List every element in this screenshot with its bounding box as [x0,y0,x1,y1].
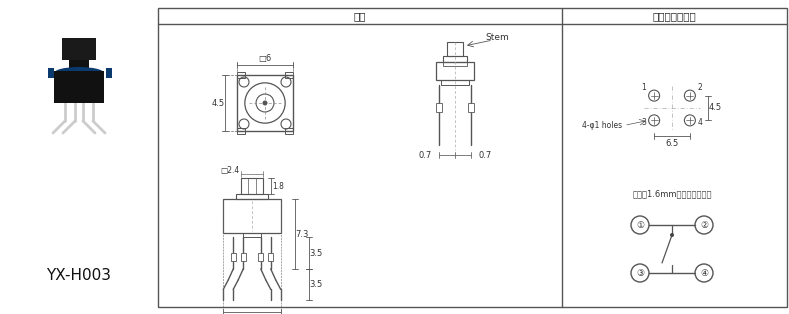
Bar [222,199,281,233]
Ellipse shape [54,67,104,79]
Bar [243,233,261,237]
Text: 3.5: 3.5 [309,280,323,289]
Text: 6.5: 6.5 [665,139,679,148]
Text: 0.7: 0.7 [418,150,432,160]
Text: ④: ④ [700,268,708,278]
Text: 0.7: 0.7 [478,150,492,160]
Bar [268,253,273,261]
Text: 尺寸: 尺寸 [353,11,366,21]
Bar [436,103,442,112]
Text: □2.4: □2.4 [220,166,239,176]
Bar [158,8,787,307]
Bar [241,253,245,261]
Bar [468,103,474,112]
Bar [237,72,245,78]
Bar [285,72,293,78]
Text: 7.3: 7.3 [296,230,309,239]
Bar [54,71,104,103]
Text: YX-H003: YX-H003 [47,268,111,283]
Bar [236,194,268,199]
Text: 3: 3 [641,118,646,127]
Text: 4: 4 [698,118,703,127]
Text: 4.5: 4.5 [709,104,721,112]
Bar [285,128,293,134]
Bar [441,80,469,85]
Bar [230,253,236,261]
Text: ②: ② [700,220,708,230]
Text: ①: ① [636,220,644,230]
Text: 安装图及电路图: 安装图及电路图 [653,11,697,21]
Text: 2: 2 [698,83,703,92]
Text: Stem: Stem [485,34,509,42]
Bar [106,68,112,78]
Bar [62,38,96,60]
Bar [237,128,245,134]
Circle shape [670,233,674,237]
Bar [443,62,467,66]
Bar [258,253,264,261]
Bar [69,60,89,68]
Text: □6: □6 [258,53,271,62]
Text: ③: ③ [636,268,644,278]
Text: 4.5: 4.5 [211,99,225,107]
Bar [237,75,293,131]
Bar [436,62,474,80]
Text: 请使用1.6mm厚的印刷电路板: 请使用1.6mm厚的印刷电路板 [632,190,712,198]
Bar [241,178,263,194]
Bar [447,42,463,56]
Text: 1.8: 1.8 [272,181,284,191]
Text: 3.5: 3.5 [309,249,323,258]
Bar [48,68,54,78]
Text: 1: 1 [641,83,646,92]
Bar [443,56,467,62]
Circle shape [263,100,267,106]
Text: 4-φ1 holes: 4-φ1 holes [582,121,622,130]
